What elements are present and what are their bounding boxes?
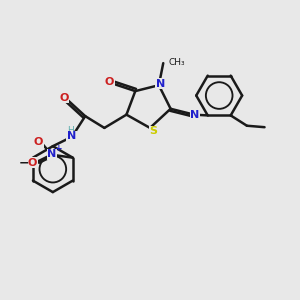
Text: CH₃: CH₃ — [169, 58, 185, 67]
Text: O: O — [105, 77, 114, 87]
Text: N: N — [190, 110, 200, 120]
Text: S: S — [149, 126, 158, 136]
Text: +: + — [55, 144, 63, 153]
Text: −: − — [19, 156, 29, 169]
Text: O: O — [28, 158, 37, 168]
Text: O: O — [59, 93, 69, 103]
Text: N: N — [67, 131, 76, 141]
Text: H: H — [67, 126, 74, 135]
Text: N: N — [47, 149, 57, 159]
Text: N: N — [156, 79, 165, 89]
Text: O: O — [34, 137, 43, 147]
